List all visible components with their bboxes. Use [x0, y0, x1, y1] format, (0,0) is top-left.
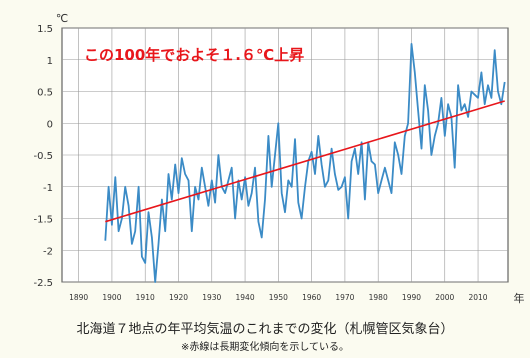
x-tick-label: 1900	[102, 293, 121, 302]
y-tick-label: 1.5	[37, 24, 53, 35]
y-axis-unit: ℃	[56, 12, 68, 25]
trend-line	[105, 100, 505, 223]
chart-annotation: この100年でおよそ１.６℃上昇	[84, 46, 304, 64]
y-tick-label: -1.5	[33, 215, 53, 226]
x-tick-label: 1950	[269, 293, 288, 302]
x-tick-label: 1920	[169, 293, 188, 302]
x-tick-label: 1980	[369, 293, 388, 302]
temperature-series-line	[104, 43, 506, 283]
grid-lines	[62, 27, 508, 283]
x-tick-label: 1940	[236, 293, 255, 302]
x-tick-label: 2000	[435, 293, 454, 302]
y-tick-label: -2.5	[33, 278, 53, 289]
y-tick-label: -1	[43, 183, 53, 194]
x-tick-label: 1890	[69, 293, 88, 302]
y-tick-label: 0	[47, 119, 53, 130]
y-tick-label: -0.5	[33, 151, 53, 162]
x-tick-label: 2010	[468, 293, 487, 302]
x-axis-ticks: 1890 1900 1910 1920 1930 1940 1950 1960 1970 1980…	[69, 293, 488, 302]
chart-caption: 北海道７地点の年平均気温のこれまでの変化（札幌管区気象台）	[76, 322, 454, 337]
x-tick-label: 1910	[136, 293, 155, 302]
chart-note: ※赤線は長期変化傾向を示している。	[180, 342, 350, 353]
data-series	[104, 43, 506, 283]
y-tick-label: 0.5	[37, 88, 53, 99]
x-tick-label: 1970	[335, 293, 354, 302]
x-axis-unit: 年	[514, 291, 525, 305]
y-tick-label: 1	[47, 56, 53, 67]
y-axis-ticks: 1.5 1 0.5 0 -0.5 -1 -1.5 -2 -2.5	[33, 24, 53, 289]
x-tick-label: 1930	[202, 293, 221, 302]
x-tick-label: 1960	[302, 293, 321, 302]
y-tick-label: -2	[43, 246, 53, 257]
x-tick-label: 1990	[402, 293, 421, 302]
